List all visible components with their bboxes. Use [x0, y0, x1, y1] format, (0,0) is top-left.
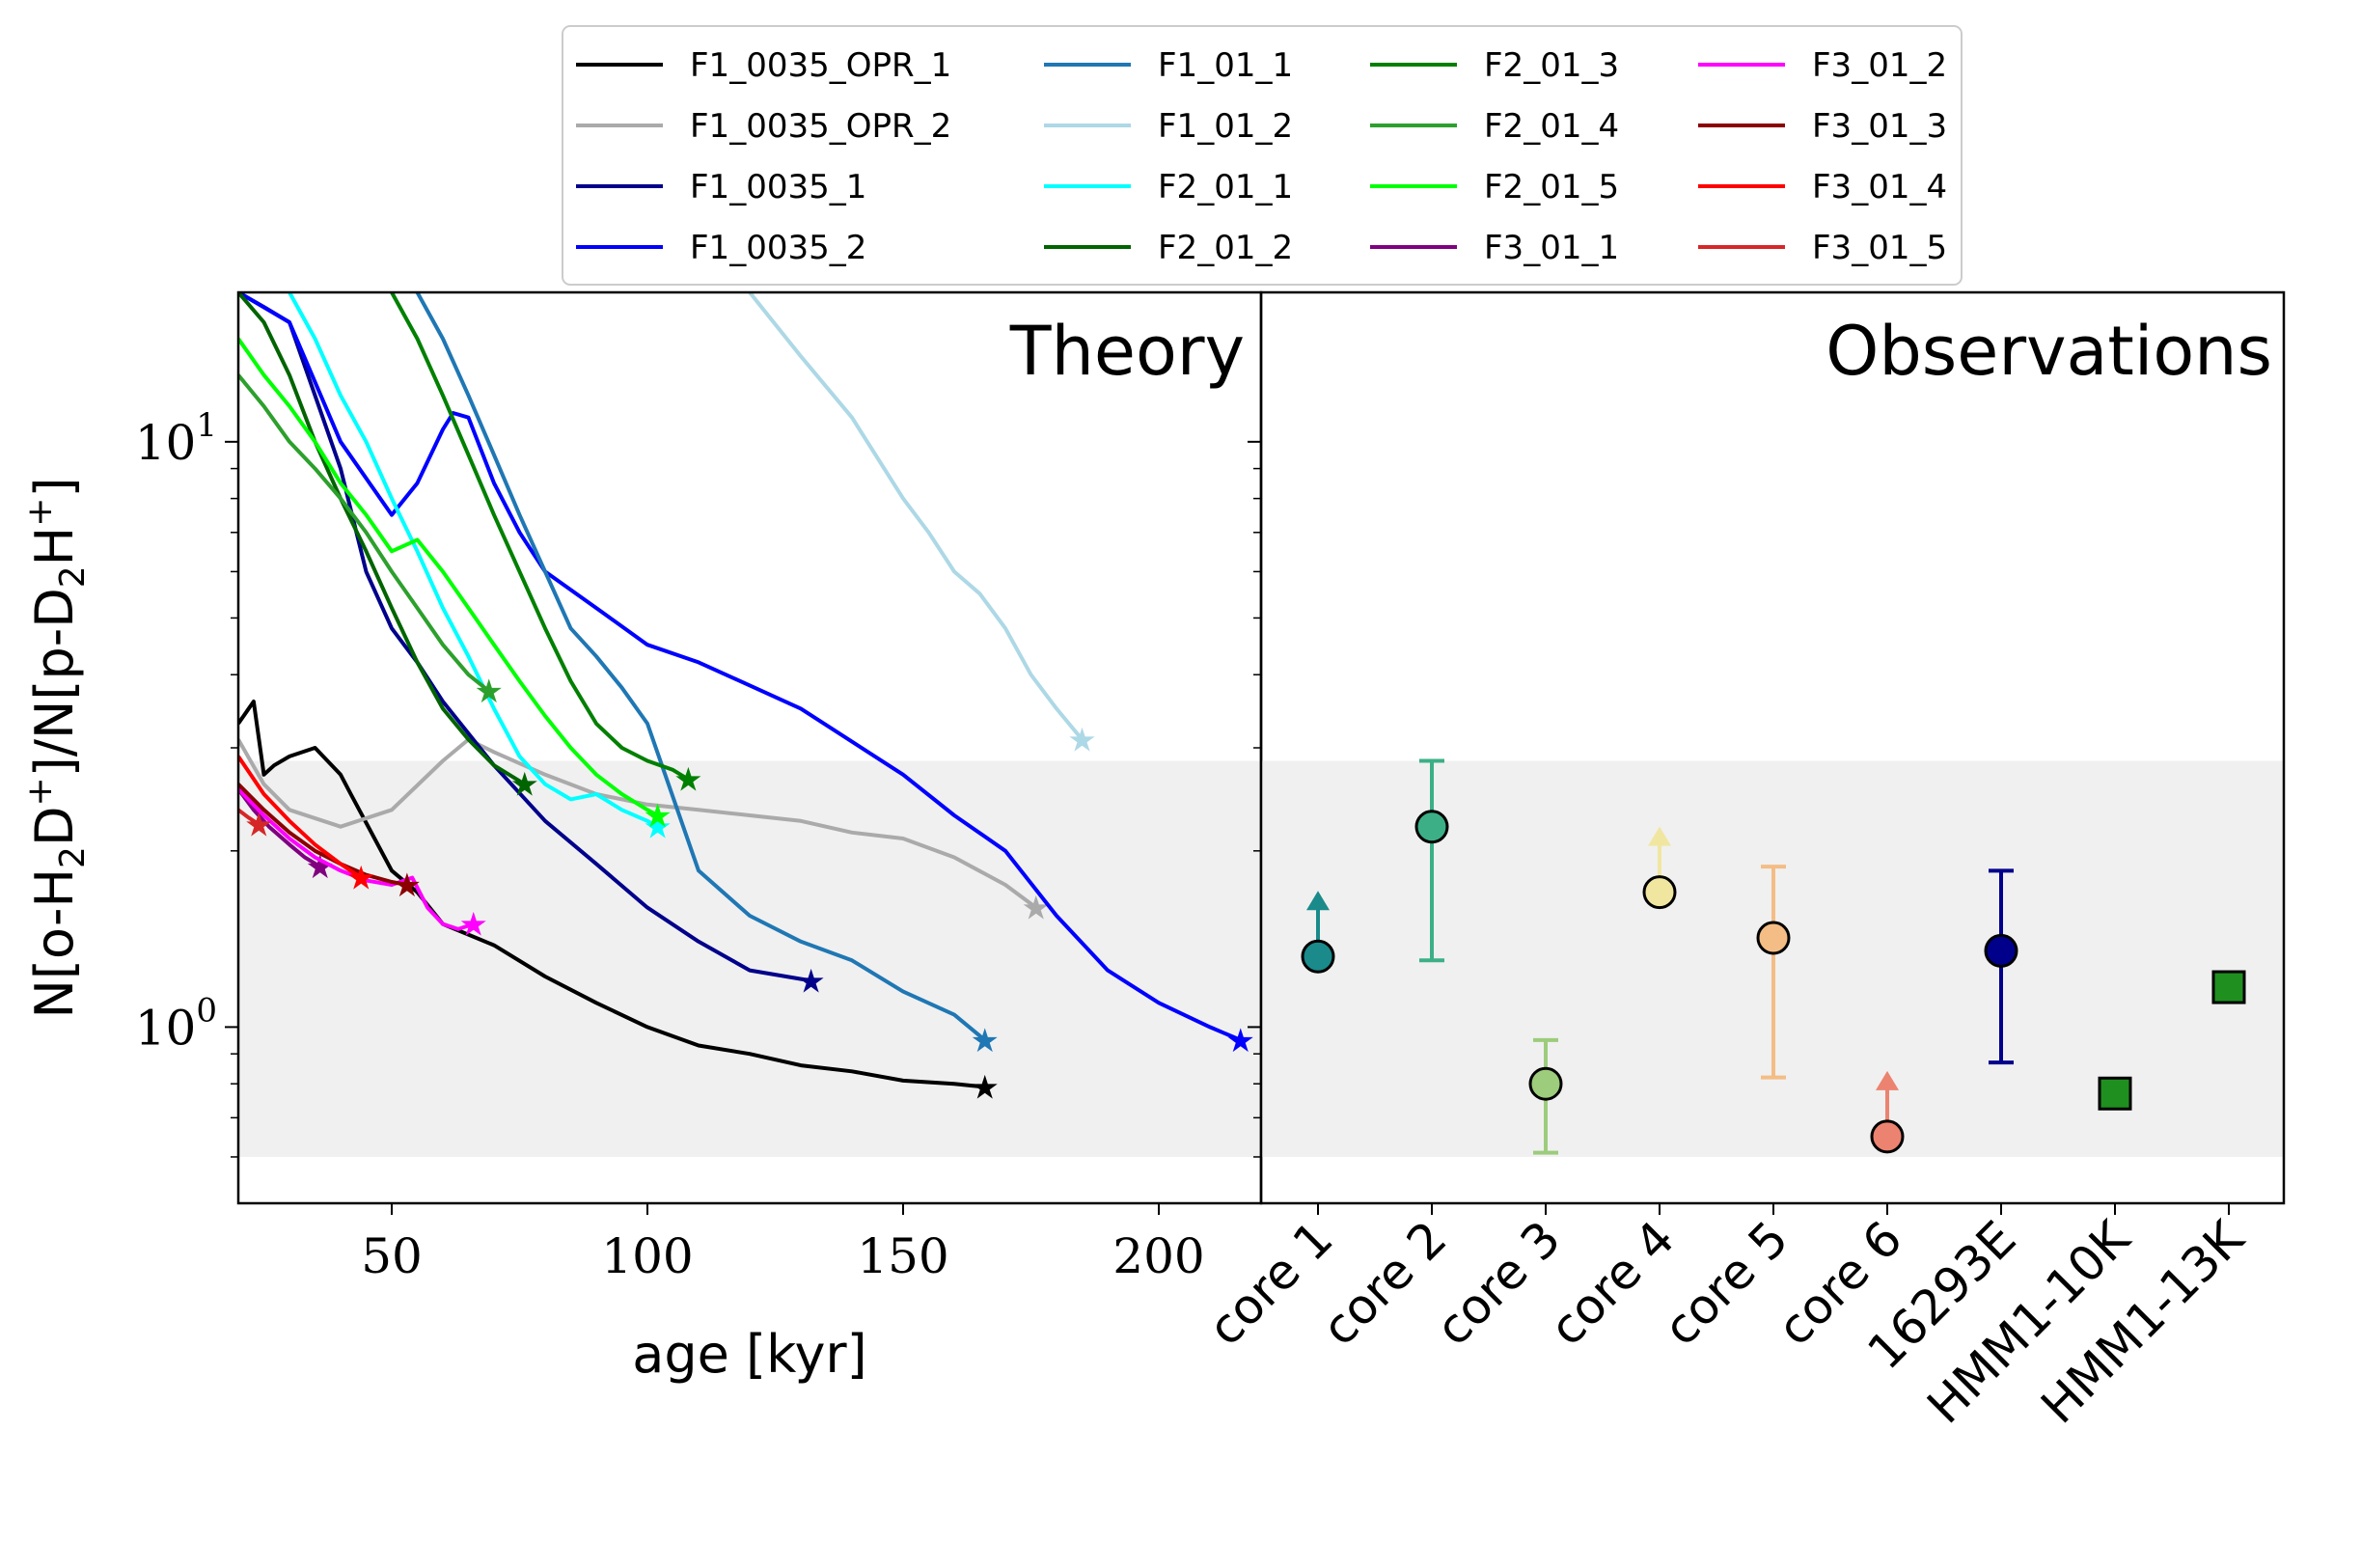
category-label-core-3: core 3 [1425, 1210, 1571, 1356]
x-tick-label: 100 [601, 1228, 693, 1284]
series-endpoint-star-f3-01-3: ★ [393, 867, 422, 905]
series-endpoint-star-f3-01-5: ★ [244, 806, 273, 844]
data-point-16293e [1984, 933, 2018, 968]
y-tick-label: 101 [135, 406, 217, 471]
observations-title: Observations [1826, 312, 2272, 391]
legend-item-f3-01-3: F3_01_3 [1698, 107, 1947, 146]
legend-label: F2_01_5 [1484, 168, 1619, 206]
data-point-core-6 [1870, 1119, 1905, 1154]
data-point-core-2 [1414, 810, 1449, 844]
x-tick-label: 200 [1112, 1228, 1204, 1284]
legend-item-f3-01-4: F3_01_4 [1698, 168, 1947, 206]
series-line-f1-01-1 [415, 292, 987, 1042]
series-line-f2-01-3 [390, 292, 690, 782]
series-endpoint-star-f2-01-3: ★ [673, 761, 702, 800]
series-line-f2-01-2 [238, 292, 526, 786]
legend-item-f3-01-2: F3_01_2 [1698, 46, 1947, 85]
series-endpoint-star-f3-01-2: ★ [459, 906, 488, 945]
series-endpoint-star-f1-01-1: ★ [971, 1022, 1000, 1060]
legend-item-f1-0035-opr-1: F1_0035_OPR_1 [576, 46, 951, 85]
series-endpoint-star-f3-01-4: ★ [346, 860, 375, 898]
lower-limit-arrow-head-core-1 [1306, 891, 1330, 911]
legend-item-f3-01-1: F3_01_1 [1370, 229, 1619, 267]
legend-item-f1-01-1: F1_01_1 [1044, 46, 1293, 85]
legend-label: F1_01_1 [1158, 46, 1293, 85]
legend-frame [562, 25, 1963, 286]
data-point-core-3 [1528, 1066, 1563, 1101]
data-point-hmm1-13k [2211, 970, 2246, 1004]
legend-item-f1-0035-1: F1_0035_1 [576, 168, 866, 206]
legend-item-f1-0035-2: F1_0035_2 [576, 229, 866, 267]
legend-label: F3_01_1 [1484, 229, 1619, 267]
x-tick-label: 50 [361, 1228, 423, 1284]
legend-label: F2_01_1 [1158, 168, 1293, 206]
legend-label: F1_0035_OPR_2 [690, 107, 951, 146]
theory-panel: ★★★★★★★★ ★★★★★★★★ Theory 50 100 150 200 age … [236, 290, 1263, 1385]
series-line-f3-01-5 [238, 808, 261, 826]
data-point-hmm1-10k [2098, 1076, 2132, 1111]
legend-label: F2_01_3 [1484, 46, 1619, 85]
legend-label: F1_0035_2 [690, 229, 866, 267]
series-line-f1-0035-2 [238, 292, 1242, 1042]
series-line-f3-01-2 [238, 787, 475, 931]
category-label-core-4: core 4 [1539, 1210, 1685, 1356]
legend-label: F1_0035_1 [690, 168, 866, 206]
legend-label: F2_01_2 [1158, 229, 1293, 267]
data-point-core-4 [1642, 875, 1677, 910]
series-endpoint-star-f1-0035-1: ★ [796, 962, 825, 1001]
series-endpoint-star-f1-0035-2: ★ [1226, 1022, 1255, 1060]
legend-label: F3_01_2 [1812, 46, 1947, 85]
category-label-core-2: core 2 [1311, 1210, 1457, 1356]
legend-item-f2-01-3: F2_01_3 [1370, 46, 1619, 85]
legend-label: F3_01_4 [1812, 168, 1947, 206]
theory-title: Theory [1009, 312, 1245, 391]
x-tick-label: 150 [857, 1228, 948, 1284]
lower-limit-arrow-head-core-6 [1876, 1070, 1899, 1090]
series-endpoint-star-f1-01-2: ★ [1067, 721, 1096, 759]
legend-item-f2-01-1: F2_01_1 [1044, 168, 1293, 206]
legend-item-f1-01-2: F1_01_2 [1044, 107, 1293, 146]
series-line-f2-01-5 [238, 337, 659, 817]
legend-label: F3_01_3 [1812, 107, 1947, 146]
legend-label: F1_01_2 [1158, 107, 1293, 146]
legend-item-f2-01-2: F2_01_2 [1044, 229, 1293, 267]
legend-label: F1_0035_OPR_1 [690, 46, 951, 85]
data-point-core-1 [1301, 939, 1335, 974]
data-point-core-5 [1756, 921, 1791, 955]
category-label-core-5: core 5 [1653, 1210, 1798, 1356]
legend-item-f1-0035-opr-2: F1_0035_OPR_2 [576, 107, 951, 146]
legend: F1_0035_OPR_1 F1_0035_OPR_2 F1_0035_1 F1_00… [562, 25, 1963, 286]
series-line-f3-01-3 [238, 783, 408, 887]
series-endpoint-star-f1-0035-opr-2: ★ [1022, 890, 1051, 928]
series-endpoint-star-f1-0035-opr-1: ★ [971, 1069, 1000, 1108]
observed-range-band [238, 760, 1261, 1157]
x-axis-label: age [kyr] [632, 1324, 866, 1385]
series-line-f2-01-4 [238, 373, 490, 693]
series-line-f3-01-4 [238, 755, 363, 880]
category-label-core-1: core 1 [1197, 1210, 1343, 1356]
y-axis: 100 101 [135, 406, 1261, 1158]
legend-label: F2_01_4 [1484, 107, 1619, 146]
series-endpoint-star-f2-01-2: ★ [510, 766, 539, 805]
legend-label: F3_01_5 [1812, 229, 1947, 267]
legend-item-f3-01-5: F3_01_5 [1698, 229, 1947, 267]
y-axis-label: N[o-H2D+]/N[p-D2H+] [20, 477, 93, 1018]
lower-limit-arrow-head-core-4 [1648, 826, 1671, 846]
series-endpoint-star-f2-01-4: ★ [474, 673, 503, 711]
legend-item-f2-01-4: F2_01_4 [1370, 107, 1619, 146]
y-tick-label: 100 [135, 991, 217, 1056]
series-line-f3-01-1 [238, 787, 321, 868]
series-line-f1-0035-opr-1 [238, 700, 986, 1089]
series-line-f1-01-2 [748, 292, 1084, 741]
legend-item-f2-01-5: F2_01_5 [1370, 168, 1619, 206]
series-endpoint-star-f2-01-5: ★ [643, 797, 672, 836]
